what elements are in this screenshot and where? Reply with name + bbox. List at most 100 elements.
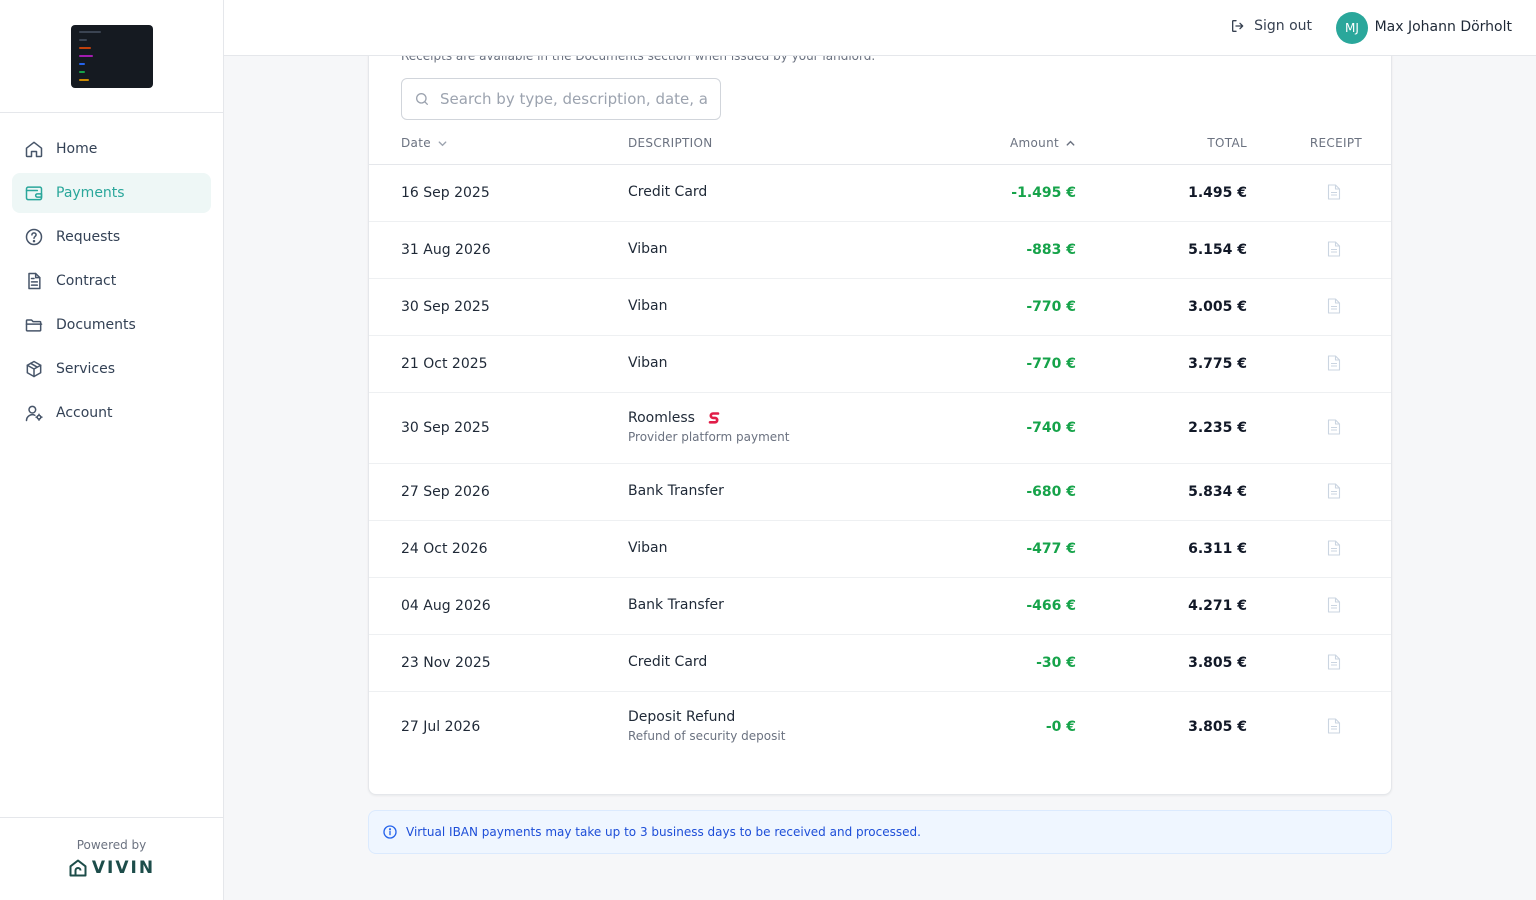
payment-total: 4.271 € bbox=[1188, 598, 1247, 614]
payment-type: Viban bbox=[628, 540, 668, 556]
payment-type: Credit Card bbox=[628, 184, 708, 200]
receipt-icon[interactable] bbox=[1327, 540, 1341, 556]
sidebar-item-label: Requests bbox=[56, 229, 121, 245]
payment-type: Deposit Refund bbox=[628, 709, 736, 725]
payment-date: 27 Sep 2026 bbox=[401, 484, 490, 500]
table-row[interactable]: 27 Sep 2026 Bank Transfer -680 € 5.834 € bbox=[369, 464, 1391, 521]
sidebar-item-label: Documents bbox=[56, 317, 136, 333]
sidebar-item-documents[interactable]: Documents bbox=[12, 305, 211, 345]
payment-total: 5.154 € bbox=[1188, 242, 1247, 258]
payment-date: 24 Oct 2026 bbox=[401, 541, 488, 557]
column-header-description: DESCRIPTION bbox=[628, 136, 713, 150]
payment-description: Viban bbox=[628, 355, 668, 371]
payment-amount: -0 € bbox=[1045, 719, 1076, 735]
column-header-amount[interactable]: Amount bbox=[1010, 136, 1076, 150]
receipt-icon[interactable] bbox=[1327, 654, 1341, 670]
column-header-date[interactable]: Date bbox=[401, 136, 448, 150]
payment-date: 30 Sep 2025 bbox=[401, 420, 490, 436]
sidebar-item-contract[interactable]: Contract bbox=[12, 261, 211, 301]
payment-subtitle: Provider platform payment bbox=[628, 430, 790, 444]
payment-type: Viban bbox=[628, 241, 668, 257]
payment-amount: -883 € bbox=[1026, 242, 1076, 258]
info-banner: Virtual IBAN payments may take up to 3 b… bbox=[368, 810, 1392, 854]
payment-total: 6.311 € bbox=[1188, 541, 1247, 557]
brand-logo: VIVIN bbox=[68, 858, 155, 878]
sign-out-button[interactable]: Sign out bbox=[1230, 18, 1312, 34]
payment-type: Bank Transfer bbox=[628, 597, 724, 613]
search-box[interactable] bbox=[401, 78, 721, 120]
logo-area bbox=[0, 0, 223, 113]
provider-logo-icon bbox=[707, 410, 721, 426]
home-icon bbox=[25, 141, 43, 158]
payment-amount: -477 € bbox=[1026, 541, 1076, 557]
payment-description: Credit Card bbox=[628, 654, 707, 670]
receipt-icon[interactable] bbox=[1327, 718, 1341, 734]
table-row[interactable]: 04 Aug 2026 Bank Transfer -466 € 4.271 € bbox=[369, 578, 1391, 635]
logout-icon bbox=[1232, 20, 1244, 32]
table-row[interactable]: 30 Sep 2025 Roomless Provider platform pay… bbox=[369, 393, 1391, 464]
info-banner-text: Virtual IBAN payments may take up to 3 b… bbox=[406, 825, 921, 839]
folder-icon bbox=[25, 319, 43, 332]
column-header-label: TOTAL bbox=[1207, 136, 1247, 150]
sidebar-item-requests[interactable]: Requests bbox=[12, 217, 211, 257]
sidebar-item-services[interactable]: Services bbox=[12, 349, 211, 389]
payment-description: Viban bbox=[628, 540, 668, 556]
receipt-icon[interactable] bbox=[1327, 483, 1341, 499]
payment-total: 3.805 € bbox=[1188, 655, 1247, 671]
brand-name: VIVIN bbox=[91, 858, 156, 878]
table-row[interactable]: 31 Aug 2026 Viban -883 € 5.154 € bbox=[369, 222, 1391, 279]
payment-description: Bank Transfer bbox=[628, 483, 724, 499]
payment-description: Deposit Refund Refund of security deposit bbox=[628, 709, 785, 743]
payment-date: 21 Oct 2025 bbox=[401, 356, 488, 372]
payment-total: 3.775 € bbox=[1188, 356, 1247, 372]
app-logo[interactable] bbox=[70, 24, 153, 88]
receipt-icon[interactable] bbox=[1327, 355, 1341, 371]
column-header-label: Amount bbox=[1010, 136, 1059, 150]
payment-type: Viban bbox=[628, 298, 668, 314]
sidebar-item-account[interactable]: Account bbox=[12, 393, 211, 433]
sidebar-item-label: Contract bbox=[56, 273, 117, 289]
user-name[interactable]: Max Johann Dörholt bbox=[1374, 19, 1512, 35]
payment-date: 04 Aug 2026 bbox=[401, 598, 491, 614]
sidebar-item-label: Payments bbox=[56, 185, 125, 201]
payment-amount: -466 € bbox=[1026, 598, 1076, 614]
payment-description: Viban bbox=[628, 298, 668, 314]
avatar[interactable]: MJ bbox=[1336, 12, 1368, 44]
sidebar-item-payments[interactable]: Payments bbox=[12, 173, 211, 213]
payment-amount: -30 € bbox=[1036, 655, 1076, 671]
payment-total: 3.005 € bbox=[1188, 299, 1247, 315]
payment-type: Viban bbox=[628, 355, 668, 371]
table-row[interactable]: 30 Sep 2025 Viban -770 € 3.005 € bbox=[369, 279, 1391, 336]
payment-amount: -770 € bbox=[1026, 299, 1076, 315]
payment-subtitle: Refund of security deposit bbox=[628, 729, 786, 743]
package-icon bbox=[26, 360, 42, 378]
table-row[interactable]: 21 Oct 2025 Viban -770 € 3.775 € bbox=[369, 336, 1391, 393]
sidebar-item-home[interactable]: Home bbox=[12, 129, 211, 169]
search-input[interactable] bbox=[440, 90, 708, 108]
wallet-icon bbox=[25, 186, 43, 201]
user-settings-icon bbox=[25, 405, 43, 422]
receipt-icon[interactable] bbox=[1327, 597, 1341, 613]
payment-description: Roomless Provider platform payment bbox=[628, 410, 789, 444]
table-row[interactable]: 27 Jul 2026 Deposit Refund Refund of secur… bbox=[369, 692, 1391, 763]
payment-date: 31 Aug 2026 bbox=[401, 242, 491, 258]
house-logo-icon bbox=[69, 859, 87, 877]
receipt-icon[interactable] bbox=[1327, 419, 1341, 435]
payment-amount: -740 € bbox=[1026, 420, 1076, 436]
help-circle-icon bbox=[25, 228, 43, 246]
payment-type: Bank Transfer bbox=[628, 483, 724, 499]
receipt-icon[interactable] bbox=[1327, 298, 1341, 314]
receipt-icon[interactable] bbox=[1327, 184, 1341, 200]
payments-card: Receipts are available in the Documents … bbox=[368, 30, 1392, 795]
sidebar-item-label: Home bbox=[56, 141, 98, 157]
sidebar-item-label: Services bbox=[56, 361, 116, 377]
payment-total: 1.495 € bbox=[1188, 185, 1247, 201]
table-row[interactable]: 24 Oct 2026 Viban -477 € 6.311 € bbox=[369, 521, 1391, 578]
payment-date: 27 Jul 2026 bbox=[401, 719, 481, 735]
top-header: Sign out MJ Max Johann Dörholt bbox=[224, 0, 1536, 56]
search-icon bbox=[416, 93, 428, 105]
payment-total: 5.834 € bbox=[1188, 484, 1247, 500]
receipt-icon[interactable] bbox=[1327, 241, 1341, 257]
table-row[interactable]: 23 Nov 2025 Credit Card -30 € 3.805 € bbox=[369, 635, 1391, 692]
table-row[interactable]: 16 Sep 2025 Credit Card -1.495 € 1.495 € bbox=[369, 165, 1391, 222]
